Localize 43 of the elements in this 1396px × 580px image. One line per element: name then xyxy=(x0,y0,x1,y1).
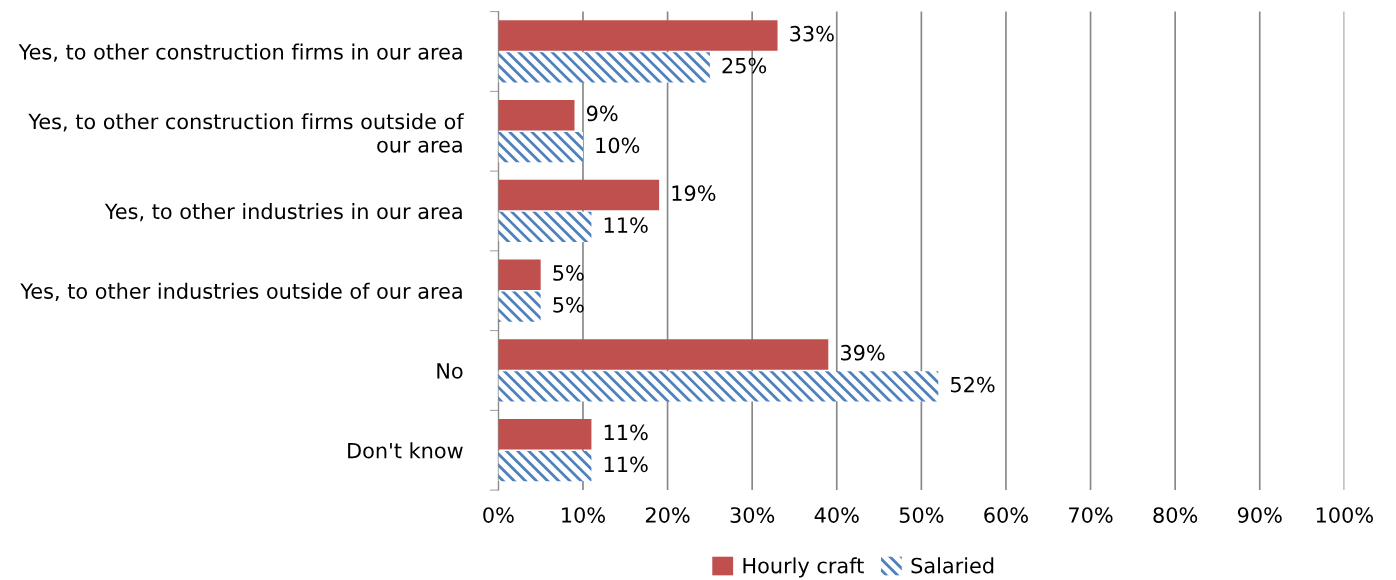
bar xyxy=(498,132,583,163)
x-tick-label: 50% xyxy=(899,507,944,523)
data-label: 9% xyxy=(586,105,618,122)
bar xyxy=(498,52,710,83)
x-tick-label: 30% xyxy=(730,507,775,523)
bar xyxy=(498,291,541,322)
bar xyxy=(498,339,829,370)
data-label: 33% xyxy=(790,25,834,42)
data-label: 25% xyxy=(722,57,767,74)
bar xyxy=(498,451,592,482)
bar xyxy=(498,179,660,211)
x-tick-label: 20% xyxy=(645,507,690,523)
data-label: 52% xyxy=(951,376,995,393)
data-label: 10% xyxy=(596,137,640,154)
x-tick-label: 60% xyxy=(984,507,1028,523)
legend-label: Salaried xyxy=(911,557,994,574)
x-tick-label: 70% xyxy=(1069,507,1113,523)
x-tick-label: 100% xyxy=(1316,507,1373,523)
y-tick-label: Yes, to other industries outside of our area xyxy=(20,282,462,302)
x-tick-label: 40% xyxy=(814,507,859,523)
data-label: 39% xyxy=(841,344,885,361)
data-label: 11% xyxy=(604,217,648,233)
bar xyxy=(498,20,778,51)
bar xyxy=(498,100,575,131)
legend-label: Hourly craft xyxy=(743,557,864,578)
data-label: 19% xyxy=(672,185,716,202)
bar xyxy=(498,371,939,402)
y-tick-label: No xyxy=(437,363,463,379)
x-tick-label: 90% xyxy=(1237,507,1282,523)
y-tick-label: Yes, to other industries in our area xyxy=(104,203,462,222)
data-label: 11% xyxy=(604,424,648,441)
x-tick-label: 0% xyxy=(483,507,514,523)
data-label: 5% xyxy=(553,296,584,313)
bar xyxy=(498,419,592,450)
y-tick-label: Don't know xyxy=(348,442,463,459)
x-tick-label: 10% xyxy=(562,507,605,523)
data-label: 5% xyxy=(553,265,584,281)
bar xyxy=(498,211,592,243)
bar xyxy=(498,259,541,290)
y-tick-label: Yes, to other construction firms in our area xyxy=(18,43,462,62)
data-label: 11% xyxy=(604,456,648,473)
x-tick-label: 80% xyxy=(1153,507,1198,523)
y-tick-label: Yes, to other construction firms outside of our area xyxy=(28,113,465,153)
